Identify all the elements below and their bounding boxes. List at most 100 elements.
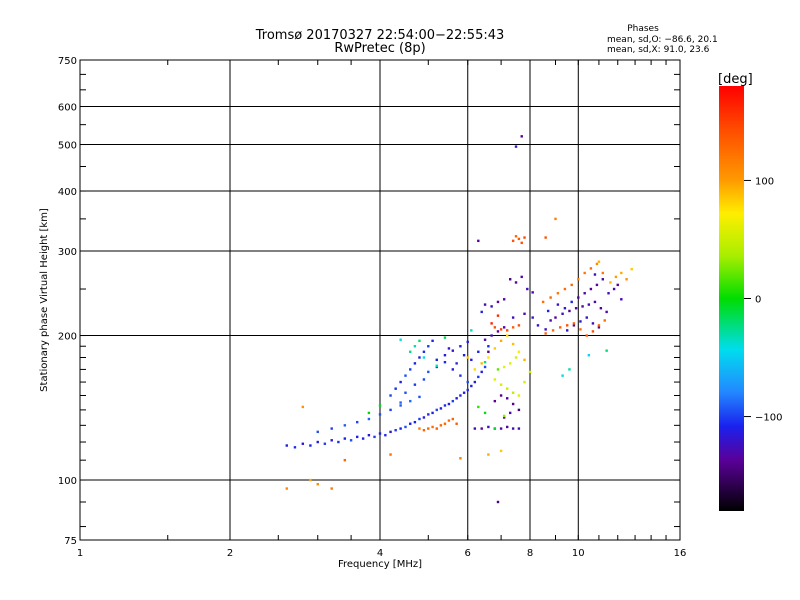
data-point [605,349,608,352]
data-point [565,329,569,332]
data-point [595,262,599,266]
data-point [601,271,605,275]
data-point [593,273,597,276]
data-point [536,324,540,327]
data-point [422,378,426,381]
data-point [316,483,319,486]
data-point [427,427,430,430]
data-point [389,408,392,412]
data-point [499,449,503,453]
data-point [439,424,443,427]
y-tick-label: 200 [58,332,77,343]
data-point [483,411,487,415]
data-point [473,427,477,430]
data-point [523,312,526,315]
data-point [572,324,576,327]
data-point [316,440,319,444]
data-point [581,305,584,308]
data-point [431,425,434,429]
x-tick-label: 6 [465,548,471,559]
data-point [520,275,523,279]
data-point [517,350,521,353]
data-point [422,416,426,419]
data-point [451,368,455,371]
data-point [490,334,493,337]
y-tick-label: 500 [58,141,77,152]
data-point [505,387,509,390]
data-point [378,404,382,407]
data-point [483,360,487,364]
data-point [505,329,509,332]
data-point [399,380,402,384]
data-point [466,380,469,384]
data-point [301,442,305,445]
colorbar-label: [deg] [718,72,753,87]
data-point [367,411,371,415]
data-point [544,328,547,331]
data-point [349,439,353,442]
data-point [409,368,412,371]
data-point [591,322,595,325]
y-tick-label: 100 [58,476,77,487]
data-point [511,391,515,394]
data-point [343,424,347,427]
data-point [483,338,487,341]
data-point [455,397,458,400]
data-point [343,437,347,440]
data-point [378,432,382,435]
data-point [493,326,497,329]
data-point [514,356,518,359]
data-point [511,402,515,406]
data-point [493,427,497,430]
data-point [394,387,397,390]
data-point [389,453,392,456]
data-point [549,319,552,322]
data-point [466,356,469,359]
data-point [563,287,567,291]
data-point [404,425,407,429]
data-point [394,429,397,432]
data-point [330,487,333,490]
data-point [570,283,573,287]
data-point [559,326,562,329]
data-point [451,349,455,352]
y-tick-label: 400 [58,187,77,198]
data-point [378,413,382,416]
x-tick-labels: 1 2 4 6 8 10 16 [77,548,687,559]
data-point [511,239,515,243]
data-point [520,241,523,245]
data-point [607,292,610,295]
data-point [462,391,466,394]
data-point [563,307,567,310]
data-point [508,278,512,281]
chart-subtitle: RwPretec (8p) [334,41,425,56]
data-point [585,334,588,337]
data-point [431,339,434,343]
colorbar-ticks: 100 0 −100 [744,176,782,424]
data-point [620,271,623,275]
data-point [517,427,521,430]
data-point [447,419,451,422]
data-point [487,350,490,353]
data-point [505,334,509,337]
data-point [443,422,447,425]
data-point [309,478,312,482]
data-point [520,135,523,138]
data-point [462,353,466,357]
data-point [490,322,493,325]
stats-o-line: mean, sd,O: −86.6, 20.1 [607,35,718,45]
data-point [301,405,305,409]
data-point [502,414,506,418]
data-point [496,500,500,504]
data-point [605,310,608,314]
data-point [399,401,402,404]
data-point [517,324,521,327]
data-point [511,326,515,329]
data-point [496,368,500,371]
x-tick-label: 10 [572,548,585,559]
data-point [597,326,601,329]
data-point [544,332,547,335]
data-point [579,320,582,323]
data-point [361,437,365,440]
